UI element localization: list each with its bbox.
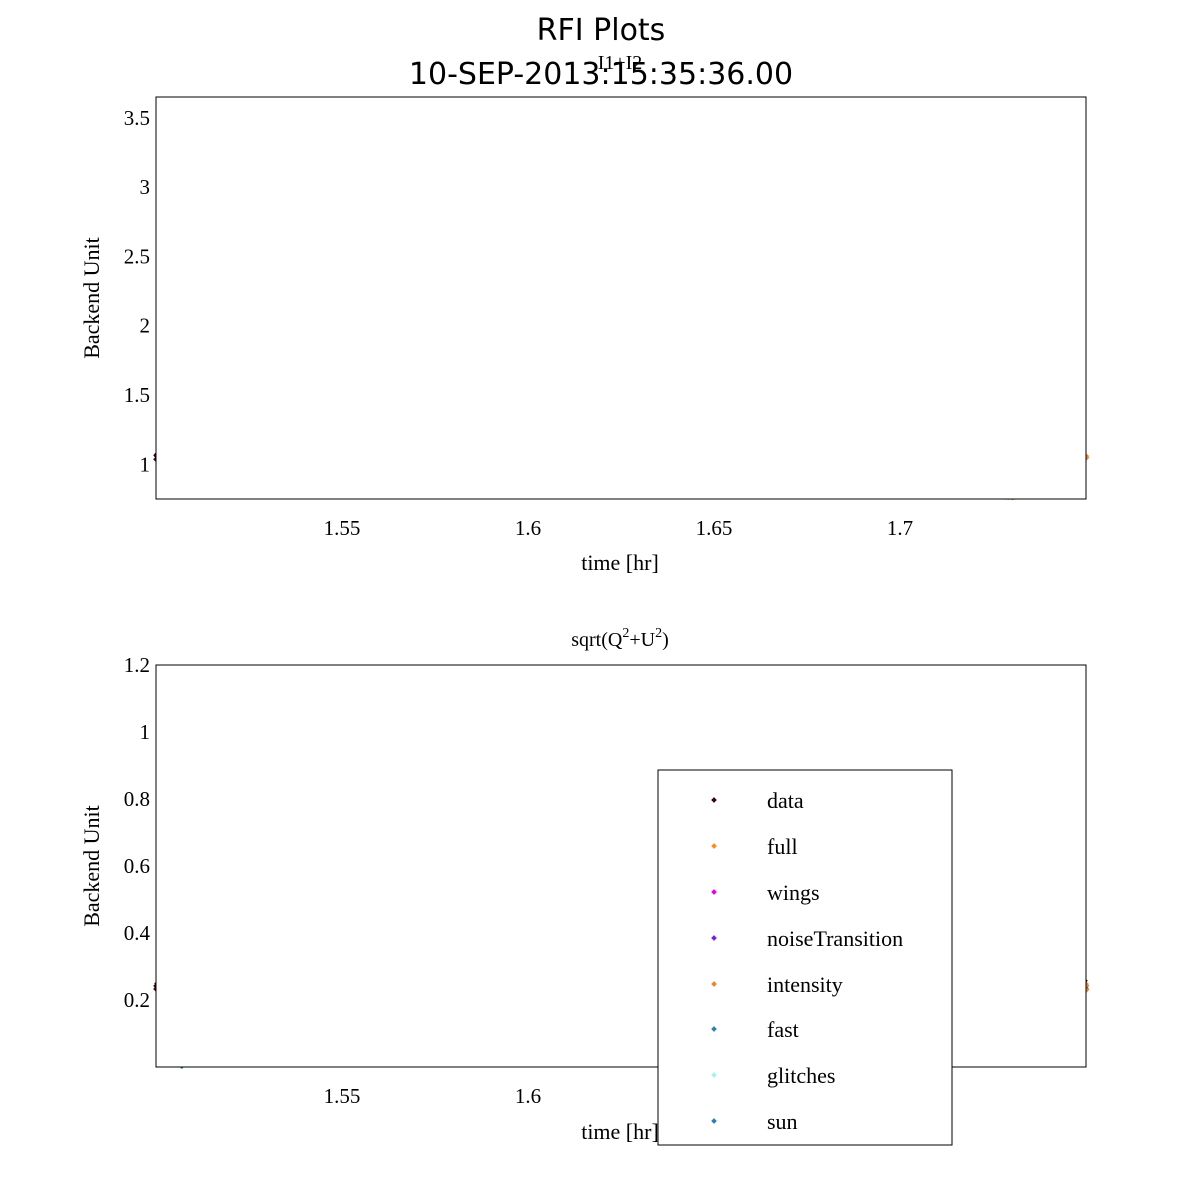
x-axis-label: time [hr] [581, 550, 659, 575]
x-tick-label: 1.55 [324, 1084, 361, 1108]
y-tick-label: 3.5 [124, 106, 150, 130]
y-tick-label: 0.6 [124, 854, 150, 878]
x-tick-label: 1.55 [324, 516, 361, 540]
y-tick-label: 1.2 [124, 653, 150, 677]
axes-title: I1+I2 [598, 52, 643, 74]
y-tick-label: 3 [140, 175, 151, 199]
x-tick-label: 1.6 [515, 516, 541, 540]
y-tick-label: 2.5 [124, 244, 150, 268]
intensity-axes: I1+I2 1.55 1.6 1.65 1.7 1 1.5 2 2.5 3 3.5 time [h… [79, 52, 1090, 575]
axes-title: sqrt(Q2+U2) [571, 626, 669, 651]
figure-subtitle: 10-SEP-2013:15:35:36.00 [409, 57, 793, 92]
x-tick-label: 1.6 [515, 1084, 541, 1108]
title-superscript: 2 [655, 626, 662, 641]
figure-title: RFI Plots [537, 13, 666, 48]
y-tick-label: 0.8 [124, 787, 150, 811]
x-tick-label: 1.65 [696, 516, 733, 540]
y-tick-label: 0.4 [124, 921, 151, 945]
title-part: ) [662, 629, 669, 651]
y-axis-label: Backend Unit [79, 237, 104, 359]
title-superscript: 2 [622, 626, 629, 641]
axes-frame [155, 96, 1087, 500]
y-tick-label: 2 [140, 314, 151, 338]
title-part: +U [629, 629, 655, 651]
x-tick-label: 1.7 [887, 516, 913, 540]
y-tick-label: 1.5 [124, 383, 150, 407]
y-tick-label: 0.2 [124, 988, 150, 1012]
y-tick-label: 1 [140, 720, 151, 744]
y-tick-label: 1 [140, 452, 151, 476]
title-part: sqrt(Q [571, 629, 623, 651]
